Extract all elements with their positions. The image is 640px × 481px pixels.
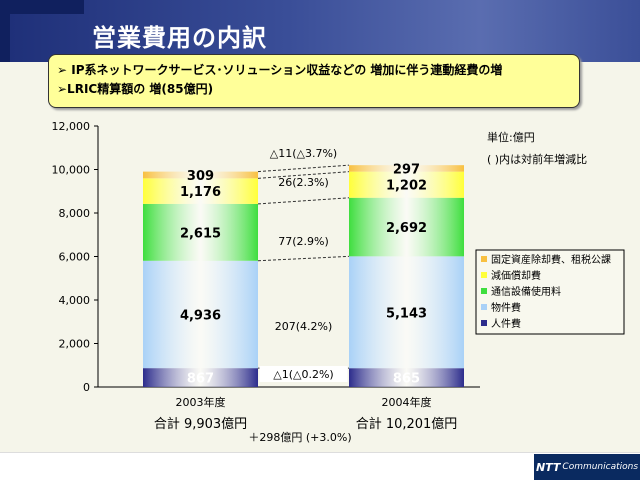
x-tick-label: 2003年度 xyxy=(176,395,226,409)
change-label: 207(4.2%) xyxy=(275,320,333,333)
data-label: 867 xyxy=(187,372,214,387)
change-label: 26(2.3%) xyxy=(278,176,329,189)
change-label: △1(△0.2%) xyxy=(273,368,333,381)
legend-swatch xyxy=(481,288,487,294)
data-label: 2,615 xyxy=(180,226,221,241)
data-label: 5,143 xyxy=(386,306,427,321)
y-tick-label: 6,000 xyxy=(59,251,91,264)
y-tick-label: 0 xyxy=(83,381,90,394)
legend-label: 固定資産除却費、租税公課 xyxy=(491,253,611,266)
y-tick-label: 2,000 xyxy=(59,338,91,351)
connector-line xyxy=(258,256,349,260)
data-label: 1,176 xyxy=(180,185,221,200)
legend-label: 通信設備使用料 xyxy=(491,285,561,298)
change-label: △11(△3.7%) xyxy=(270,147,337,160)
legend-label: 人件費 xyxy=(491,317,521,330)
data-label: 865 xyxy=(393,372,420,387)
unit-label: 単位:億円 xyxy=(487,130,535,144)
legend-swatch xyxy=(481,320,487,326)
stacked-bar-chart: 0 2,000 4,000 6,000 8,000 10,000 12,000 867 4,93… xyxy=(0,0,640,450)
connector-line xyxy=(258,198,349,204)
legend-swatch xyxy=(481,256,487,262)
y-tick-label: 8,000 xyxy=(59,207,91,220)
legend-swatch xyxy=(481,304,487,310)
total-label: 合計 9,903億円 xyxy=(154,416,247,432)
legend-label: 物件費 xyxy=(491,301,521,314)
data-label: 297 xyxy=(393,162,420,177)
y-tick-label: 4,000 xyxy=(59,294,91,307)
data-label: 2,692 xyxy=(386,221,427,236)
data-label: 1,202 xyxy=(386,179,427,194)
unit-note: ( )内は対前年増減比 xyxy=(487,152,587,166)
y-tick-label: 12,000 xyxy=(52,120,91,133)
data-label: 309 xyxy=(187,169,214,184)
connector-line xyxy=(258,165,349,171)
legend-swatch xyxy=(481,272,487,278)
y-tick-label: 10,000 xyxy=(52,164,91,177)
data-label: 4,936 xyxy=(180,308,221,323)
legend-label: 減価償却費 xyxy=(491,269,541,282)
change-label: 77(2.9%) xyxy=(278,235,329,248)
total-label: 合計 10,201億円 xyxy=(356,416,458,432)
total-change-label: ＋298億円 (+3.0%) xyxy=(248,431,351,444)
x-tick-label: 2004年度 xyxy=(382,395,432,409)
